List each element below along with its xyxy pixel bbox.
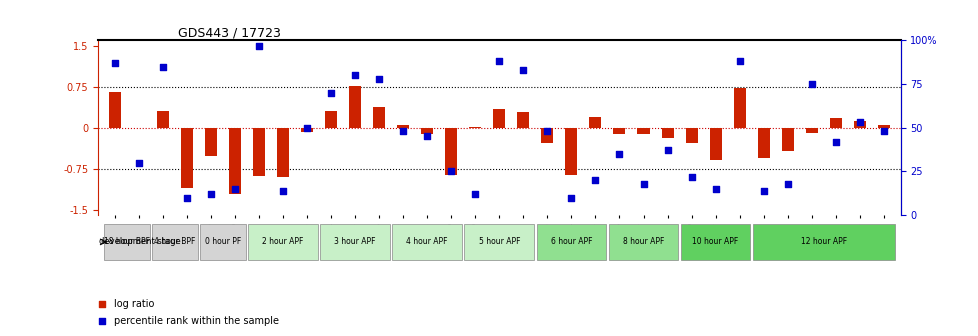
Text: 2 hour APF: 2 hour APF — [262, 238, 303, 246]
Bar — [229, 128, 241, 194]
Point — [732, 58, 747, 64]
Point — [250, 43, 266, 48]
Point — [299, 125, 315, 130]
Point — [419, 134, 434, 139]
Text: 12 hour APF: 12 hour APF — [800, 238, 846, 246]
Bar — [373, 108, 384, 128]
Point — [275, 188, 290, 193]
Point — [563, 195, 579, 200]
Point — [659, 148, 675, 153]
Text: 6 hour APF: 6 hour APF — [550, 238, 592, 246]
Point — [611, 151, 627, 157]
Point — [683, 174, 698, 179]
Bar — [156, 111, 168, 128]
Point — [875, 128, 891, 134]
Bar — [252, 128, 265, 176]
FancyBboxPatch shape — [320, 224, 389, 260]
Bar — [565, 128, 577, 175]
Text: development stage: development stage — [99, 238, 181, 246]
FancyBboxPatch shape — [608, 224, 678, 260]
Point — [803, 81, 819, 87]
Bar — [300, 128, 313, 132]
FancyBboxPatch shape — [536, 224, 605, 260]
Text: 3 hour APF: 3 hour APF — [333, 238, 376, 246]
Point — [202, 192, 218, 197]
Bar — [709, 128, 721, 161]
Point — [443, 169, 459, 174]
Point — [347, 73, 363, 78]
Bar — [613, 128, 625, 134]
Point — [227, 186, 243, 192]
FancyBboxPatch shape — [152, 224, 198, 260]
Point — [395, 128, 411, 134]
Bar — [661, 128, 673, 137]
Bar — [877, 126, 889, 128]
Point — [371, 76, 386, 81]
Point — [286, 300, 301, 305]
FancyBboxPatch shape — [752, 224, 894, 260]
Bar — [805, 128, 817, 133]
Text: log ratio: log ratio — [113, 299, 154, 309]
Point — [539, 128, 555, 134]
Bar — [589, 117, 600, 128]
Point — [131, 160, 147, 165]
Point — [851, 120, 867, 125]
Bar — [277, 128, 289, 177]
Bar — [109, 92, 120, 128]
Bar — [204, 128, 217, 156]
Bar — [181, 128, 193, 188]
FancyBboxPatch shape — [104, 224, 150, 260]
Point — [755, 188, 771, 193]
Point — [107, 60, 122, 66]
Point — [491, 58, 507, 64]
Point — [635, 181, 650, 186]
Point — [827, 139, 843, 144]
Bar — [468, 127, 481, 128]
FancyBboxPatch shape — [464, 224, 534, 260]
Bar — [516, 112, 529, 128]
Point — [467, 192, 482, 197]
FancyBboxPatch shape — [680, 224, 750, 260]
Point — [179, 195, 195, 200]
Text: GDS443 / 17723: GDS443 / 17723 — [178, 26, 281, 39]
Point — [515, 67, 531, 73]
Point — [155, 64, 170, 69]
Bar — [325, 111, 336, 128]
Bar — [853, 121, 865, 128]
Point — [286, 318, 301, 323]
Text: 0 hour PF: 0 hour PF — [204, 238, 241, 246]
Text: 18 hour BPF: 18 hour BPF — [104, 238, 150, 246]
Point — [779, 181, 795, 186]
FancyBboxPatch shape — [392, 224, 462, 260]
Bar — [733, 88, 745, 128]
Bar — [541, 128, 553, 143]
Bar — [780, 128, 793, 151]
Bar — [637, 128, 648, 134]
Bar — [757, 128, 769, 158]
Text: 10 hour APF: 10 hour APF — [691, 238, 738, 246]
Bar — [493, 109, 505, 128]
Text: 8 hour APF: 8 hour APF — [622, 238, 663, 246]
FancyBboxPatch shape — [247, 224, 318, 260]
FancyBboxPatch shape — [200, 224, 245, 260]
Bar — [421, 128, 432, 134]
Bar — [397, 125, 409, 128]
Text: percentile rank within the sample: percentile rank within the sample — [113, 316, 279, 326]
Text: 5 hour APF: 5 hour APF — [478, 238, 519, 246]
Bar — [445, 128, 457, 175]
Bar — [829, 118, 841, 128]
Bar — [685, 128, 697, 143]
Text: 4 hour BPF: 4 hour BPF — [154, 238, 196, 246]
Point — [587, 177, 602, 183]
Point — [323, 90, 338, 95]
Bar — [349, 86, 361, 128]
Text: 4 hour APF: 4 hour APF — [406, 238, 448, 246]
Point — [707, 186, 723, 192]
